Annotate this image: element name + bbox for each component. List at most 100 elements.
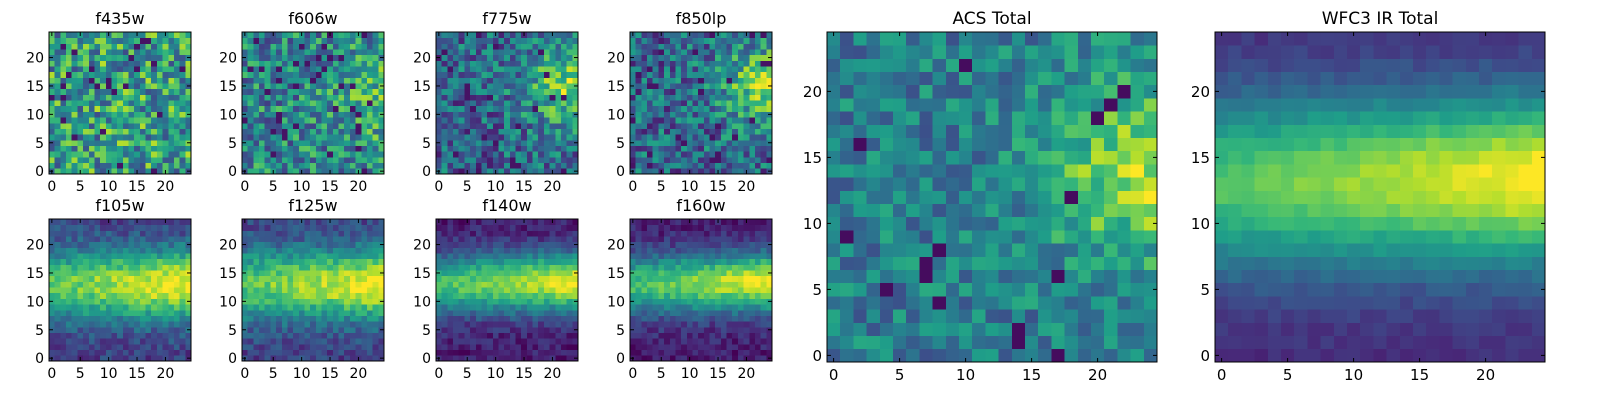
heatmap-cell [526,219,533,226]
heatmap-cell [658,83,665,90]
heatmap-cell [287,88,294,95]
heatmap-cell [732,111,739,118]
heatmap-cell [270,139,277,146]
heatmap-cell [60,219,67,226]
heatmap-cell [566,219,573,226]
heatmap-cell [703,145,710,152]
heatmap-cell [560,134,568,141]
heatmap-cell [139,60,146,67]
heatmap-cell [664,349,671,356]
heatmap-cell [481,349,488,356]
heatmap-cell [71,321,78,328]
heatmap-cell [94,292,101,299]
heatmap-cell [543,338,550,345]
heatmap-cell [526,105,533,112]
heatmap-cell [453,315,460,322]
heatmap-cell [185,117,192,124]
heatmap-cell [720,309,727,316]
heatmap-cell [88,37,95,44]
heatmap-cell [83,264,90,271]
heatmap-cell [66,349,73,356]
heatmap-cell [304,253,311,260]
heatmap-cell [766,128,773,135]
heatmap-cell [83,236,90,243]
heatmap-cell [675,49,682,56]
heatmap-cell [100,258,107,265]
heatmap-cell [88,224,95,231]
heatmap-cell [647,343,654,351]
heatmap-cell [749,298,756,305]
heatmap-cell [566,134,573,141]
heatmap-cell [681,145,688,152]
heatmap-cell [332,122,339,129]
heatmap-cell [760,77,767,84]
heatmap-cell [647,83,654,90]
heatmap-cell [310,66,317,73]
heatmap-cell [60,37,67,44]
heatmap-cell [532,315,539,322]
heatmap-cell [504,287,511,294]
heatmap-cell [681,94,688,101]
heatmap-cell [481,292,488,299]
heatmap-cell [156,298,163,305]
heatmap-cell [566,162,573,169]
heatmap-cell [315,343,322,351]
heatmap-cell [555,224,562,231]
heatmap-cell [447,162,454,169]
heatmap-cell [766,145,773,152]
heatmap-cell [692,32,699,39]
heatmap-cell [259,241,266,248]
heatmap-cell [715,326,722,333]
heatmap-cell [310,281,317,288]
heatmap-cell [720,162,727,169]
heatmap-cell [630,71,637,78]
heatmap-cell [287,298,294,305]
x-tick-label: 20 [157,366,175,382]
heatmap-cell [111,321,118,328]
heatmap-cell [481,338,488,345]
heatmap-cell [532,100,539,107]
heatmap-cell [743,326,750,333]
heatmap-cell [647,304,654,311]
heatmap-cell [66,49,73,56]
heatmap-cell [526,338,533,345]
heatmap-cell [304,219,311,226]
heatmap-cell [453,49,460,56]
heatmap-cell [743,349,750,356]
heatmap-cell [447,230,454,237]
heatmap-cell [310,321,317,328]
heatmap-cell [344,281,351,288]
heatmap-cell [344,32,351,39]
heatmap-cell [287,236,294,243]
heatmap-cell [128,77,135,84]
heatmap-cell [315,258,322,265]
heatmap-cell [732,145,739,152]
heatmap-cell [504,111,511,118]
heatmap-cell [88,94,95,101]
heatmap-cell [526,37,533,44]
heatmap-cell [441,281,448,288]
y-tick-label: 0 [35,164,44,180]
heatmap-cell [681,122,688,129]
heatmap-cell [492,77,499,84]
heatmap-cell [156,270,163,277]
heatmap-cell [555,122,562,129]
heatmap-cell [475,258,482,265]
heatmap-cell [259,264,266,271]
heatmap-cell [521,321,528,328]
heatmap-cell [293,332,300,339]
heatmap-cell [281,88,288,95]
heatmap-cell [715,134,722,141]
heatmap-cell [698,117,705,124]
heatmap-cell [630,122,637,129]
heatmap-cell [686,332,693,339]
heatmap-cell [726,156,733,164]
heatmap-cell [566,315,573,322]
heatmap-cell [134,349,141,356]
heatmap-cell [332,32,339,39]
heatmap-cell [754,128,762,135]
heatmap-cell [168,343,175,351]
heatmap-cell [276,134,283,141]
heatmap-cell [156,315,163,322]
heatmap-cell [652,168,659,175]
